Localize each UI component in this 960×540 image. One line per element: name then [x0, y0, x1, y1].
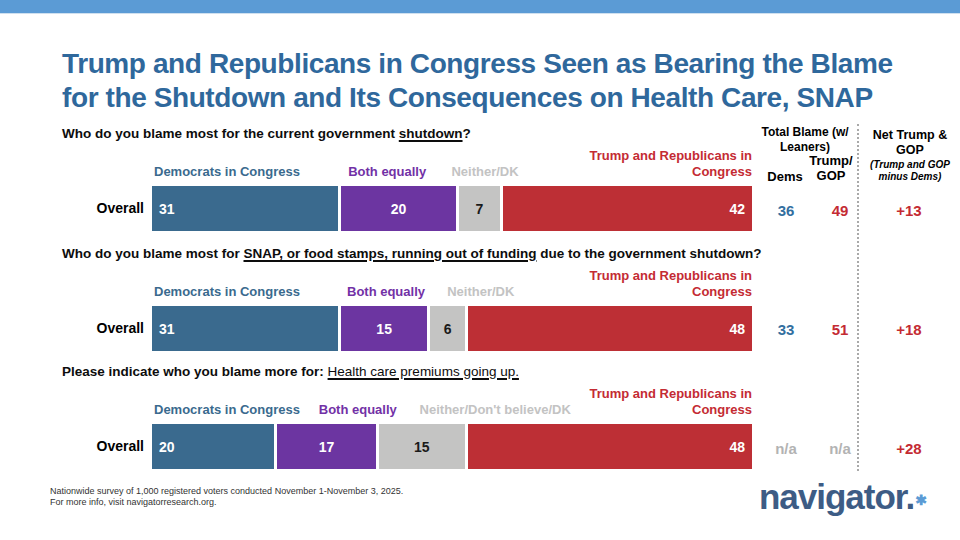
segment-value: 31 — [159, 321, 175, 337]
legend-neither: Neither/Don't believe/DK — [420, 402, 571, 417]
footnote: Nationwide survey of 1,000 registered vo… — [50, 486, 403, 508]
page-title: Trump and Republicans in Congress Seen a… — [62, 47, 947, 115]
stat-gop-snap: 51 — [816, 319, 864, 340]
trump-gop-column-header: Trump/ GOP — [806, 153, 856, 183]
legend-both-equally: Both equally — [319, 402, 397, 417]
net-column-header: Net Trump & GOP — [862, 128, 958, 158]
bar-segment-neither: 15 — [379, 424, 466, 469]
footnote-line2: For more info, visit navigatorresearch.o… — [50, 497, 217, 507]
question-text: Who do you blame most for — [62, 246, 244, 261]
segment-value: 20 — [159, 439, 175, 455]
bar-segment-both-equally: 20 — [341, 186, 456, 231]
stat-net-snap: +18 — [880, 319, 938, 340]
bar-segment-trump-republicans: 48 — [468, 306, 752, 351]
question-text: due to the government shutdown? — [536, 246, 761, 261]
question-underlined-text: SNAP, or food stamps, running out of fun… — [244, 246, 537, 261]
stat-dems-snap: 33 — [762, 319, 810, 340]
legend-neither: Neither/DK — [451, 164, 518, 179]
title-line2: for the Shutdown and Its Consequences on… — [62, 82, 873, 113]
segment-value: 20 — [391, 201, 407, 217]
dems-column-header: Dems — [760, 169, 810, 184]
total-blame-header: Total Blame (w/ Leaners) — [755, 125, 855, 155]
legend: Democrats in Congress Both equally Neith… — [152, 264, 752, 302]
row-label: Overall — [62, 306, 152, 351]
chart-section-premiums: Please indicate who you blame more for: … — [62, 364, 755, 469]
segment-value: 48 — [729, 321, 745, 337]
bar-area: Democrats in Congress Both equally Neith… — [152, 382, 752, 469]
legend-trump-republicans: Trump and Republicans in Congress — [567, 386, 752, 418]
bar-area: Democrats in Congress Both equally Neith… — [152, 264, 752, 351]
stacked-bar: 20 17 15 48 — [152, 424, 752, 469]
bar-segment-both-equally: 17 — [277, 424, 375, 469]
question-shutdown: Who do you blame most for the current go… — [62, 126, 755, 144]
legend-democrats: Democrats in Congress — [154, 164, 300, 179]
stat-dems-premiums: n/a — [762, 438, 810, 459]
star-icon: ✱ — [915, 492, 927, 508]
bar-segment-democrats: 31 — [152, 306, 338, 351]
stat-gop-shutdown: 49 — [816, 200, 864, 221]
chart-section-snap: Who do you blame most for SNAP, or food … — [62, 246, 755, 351]
segment-value: 15 — [376, 321, 392, 337]
segment-value: 48 — [729, 439, 745, 455]
segment-value: 42 — [729, 201, 745, 217]
chart-row: Overall Democrats in Congress Both equal… — [62, 144, 755, 231]
top-accent-bar — [0, 0, 960, 14]
question-premiums: Please indicate who you blame more for: … — [62, 364, 755, 382]
legend: Democrats in Congress Both equally Neith… — [152, 144, 752, 182]
bar-segment-neither: 6 — [430, 306, 465, 351]
segment-value: 6 — [444, 321, 452, 337]
stat-net-premiums: +28 — [880, 438, 938, 459]
bar-segment-trump-republicans: 42 — [503, 186, 752, 231]
stat-net-shutdown: +13 — [880, 200, 938, 221]
stat-dems-shutdown: 36 — [762, 200, 810, 221]
question-underlined-text: Health care premiums going up. — [328, 364, 519, 379]
legend-democrats: Democrats in Congress — [154, 284, 300, 299]
stat-gop-premiums: n/a — [816, 438, 864, 459]
bar-segment-democrats: 31 — [152, 186, 338, 231]
question-text: ? — [463, 126, 471, 141]
chart-row: Overall Democrats in Congress Both equal… — [62, 264, 755, 351]
stacked-bar: 31 15 6 48 — [152, 306, 752, 351]
legend-democrats: Democrats in Congress — [154, 402, 300, 417]
legend: Democrats in Congress Both equally Neith… — [152, 382, 752, 420]
segment-value: 17 — [319, 439, 335, 455]
title-line1: Trump and Republicans in Congress Seen a… — [62, 48, 893, 79]
legend-trump-republicans: Trump and Republicans in Congress — [567, 148, 752, 180]
row-label: Overall — [62, 186, 152, 231]
legend-neither: Neither/DK — [447, 284, 514, 299]
question-underlined-text: shutdown — [399, 126, 463, 141]
legend-both-equally: Both equally — [347, 284, 425, 299]
segment-value: 31 — [159, 201, 175, 217]
bar-segment-democrats: 20 — [152, 424, 274, 469]
question-text: Please indicate who you blame more for: — [62, 364, 328, 379]
stacked-bar: 31 20 7 42 — [152, 186, 752, 231]
chart-section-shutdown: Who do you blame most for the current go… — [62, 126, 755, 231]
bar-segment-both-equally: 15 — [341, 306, 428, 351]
navigator-logo: navigator.✱ — [759, 477, 927, 517]
segment-value: 15 — [414, 439, 430, 455]
chart-row: Overall Democrats in Congress Both equal… — [62, 382, 755, 469]
legend-both-equally: Both equally — [348, 164, 426, 179]
bar-segment-neither: 7 — [459, 186, 499, 231]
footnote-line1: Nationwide survey of 1,000 registered vo… — [50, 486, 403, 496]
navigator-logo-text: navigator. — [759, 477, 914, 516]
legend-trump-republicans: Trump and Republicans in Congress — [567, 268, 752, 300]
question-text: Who do you blame most for the current go… — [62, 126, 399, 141]
question-snap: Who do you blame most for SNAP, or food … — [62, 246, 755, 264]
row-label: Overall — [62, 424, 152, 469]
bar-area: Democrats in Congress Both equally Neith… — [152, 144, 752, 231]
net-column-note: (Trump and GOP minus Dems) — [858, 159, 960, 182]
bar-segment-trump-republicans: 48 — [468, 424, 752, 469]
segment-value: 7 — [476, 201, 484, 217]
